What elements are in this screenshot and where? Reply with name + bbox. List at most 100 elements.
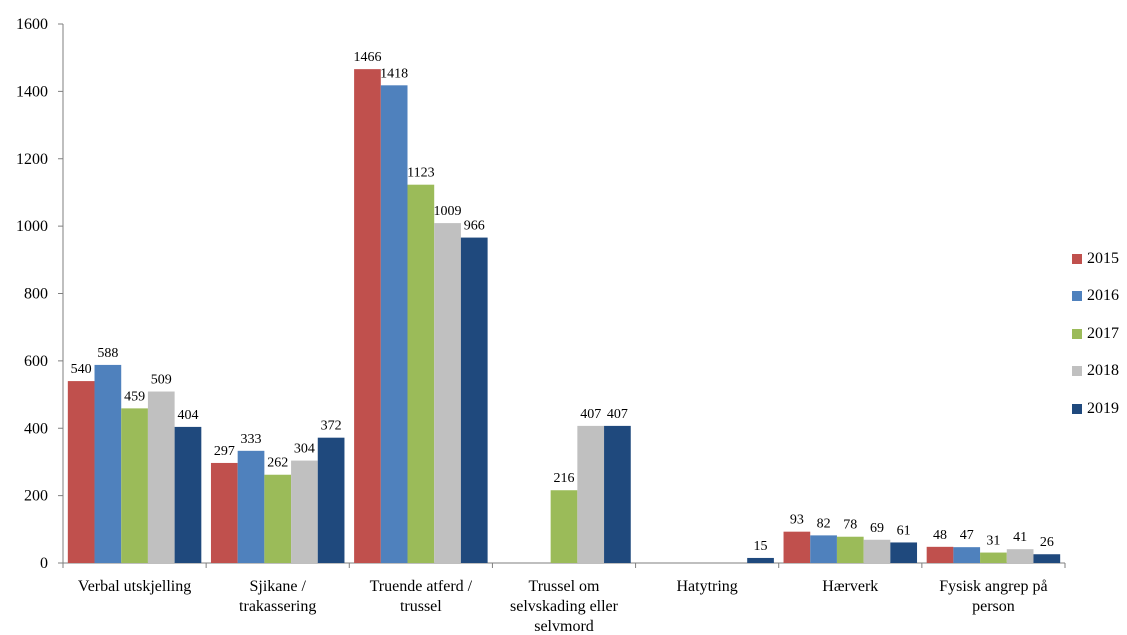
bar-2015-1 [210,462,238,563]
y-tick-label: 1000 [16,218,48,235]
y-tick-label: 1400 [16,83,48,100]
data-label: 69 [870,521,884,536]
data-label: 966 [464,219,485,234]
bar-2018-0 [147,391,175,563]
data-label: 540 [71,362,92,377]
data-label: 404 [177,408,198,423]
bar-2015-2 [354,69,381,564]
x-category-label-line: selvskading eller [510,598,619,615]
x-category-label: Trussel om selvskading eller selvmord [510,578,619,635]
bar-2019-4 [747,557,774,563]
data-label: 297 [214,444,235,459]
data-label: 47 [960,528,974,543]
legend-label: 2017 [1087,324,1119,342]
bar-2018-3 [577,425,605,563]
bar-2017-2 [407,184,435,563]
legend-swatch [1072,403,1082,414]
data-label: 93 [790,513,804,528]
y-tick-label: 800 [24,286,48,303]
data-label: 216 [554,471,575,486]
x-category-label-line: Verbal utskjelling [78,578,191,595]
x-category-label: Truende atferd / trussel [370,578,473,615]
y-tick-label: 600 [24,353,48,370]
bar-2016-6 [953,547,981,563]
legend-item-2018: 2018 [1072,353,1124,391]
bar-2015-0 [67,381,95,563]
bar-2018-5 [863,539,891,563]
legend-item-2015: 2015 [1072,240,1124,278]
y-axis: 0 200 400 600 800 1000 1200 1400 1600 [16,16,64,572]
data-label: 48 [933,528,947,543]
bar-2019-3 [604,425,631,563]
data-label: 26 [1040,535,1054,550]
data-labels: 540 297 1466 93 48 588 333 1418 82 47 459 262 1123 21… [71,50,1054,554]
x-category-label-line: Sjikane / [249,578,306,595]
x-category-label: Sjikane / trakassering [239,578,316,615]
legend-item-2017: 2017 [1072,315,1124,353]
y-tick-label: 0 [40,555,48,572]
bar-2019-1 [317,437,345,563]
data-label: 304 [294,442,315,457]
data-label: 333 [241,432,262,447]
data-label: 78 [843,518,857,533]
bars [67,69,1061,564]
x-category-label-line: Trussel om [529,578,601,595]
x-category-label: Fysisk angrep på person [939,578,1047,615]
bar-2019-6 [1033,554,1061,563]
bar-2019-5 [890,542,918,563]
legend-swatch [1072,253,1082,264]
y-tick-label: 1600 [16,16,48,33]
legend-label: 2019 [1087,399,1119,417]
data-label: 588 [97,346,118,361]
x-category-label-line: person [972,598,1015,615]
data-label: 15 [754,539,768,554]
data-label: 372 [321,419,342,434]
data-label: 407 [607,407,628,422]
bar-2016-0 [94,364,122,563]
x-category-label-line: selvmord [534,618,594,635]
bar-2015-5 [783,531,811,563]
legend-label: 2016 [1087,287,1119,305]
legend-item-2019: 2019 [1072,390,1124,428]
bar-2017-0 [121,408,148,563]
x-category-label-line: Fysisk angrep på [939,578,1047,595]
legend-swatch [1072,291,1082,302]
data-label: 1466 [353,50,381,65]
bar-2019-0 [174,426,202,563]
x-category-label: Verbal utskjelling [78,578,191,595]
data-label: 459 [124,389,145,404]
x-axis: Verbal utskjelling Sjikane / trakassering T… [62,562,1066,635]
bar-2017-6 [980,552,1007,563]
bar-2017-5 [836,536,864,563]
bar-2016-2 [380,85,408,563]
data-label: 1418 [380,66,408,81]
legend-item-2016: 2016 [1072,278,1124,316]
data-label: 509 [151,373,172,388]
bar-2018-2 [434,223,461,563]
bar-2018-6 [1006,549,1034,563]
x-category-label: Hatytring [676,578,737,595]
bar-2017-1 [264,474,292,563]
legend-swatch [1072,328,1082,339]
data-label: 41 [1013,530,1027,545]
x-category-label-line: Hatytring [676,578,737,595]
x-category-label-line: trussel [400,598,442,615]
data-label: 31 [986,534,1000,549]
bar-2017-3 [550,490,578,563]
x-category-label: Hærverk [822,578,878,595]
data-label: 61 [897,523,911,538]
legend-label: 2015 [1087,249,1119,267]
legend-swatch [1072,366,1082,377]
y-tick-label: 1200 [16,151,48,168]
data-label: 407 [580,407,601,422]
data-label: 1009 [434,204,462,219]
bar-2016-1 [237,450,265,563]
data-label: 82 [817,516,831,531]
legend-label: 2018 [1087,362,1119,380]
x-category-label-line: Hærverk [822,578,878,595]
data-label: 262 [267,456,288,471]
legend: 2015 2016 2017 2018 2019 [1072,240,1124,428]
bar-2019-2 [460,237,488,564]
y-tick-label: 400 [24,420,48,437]
